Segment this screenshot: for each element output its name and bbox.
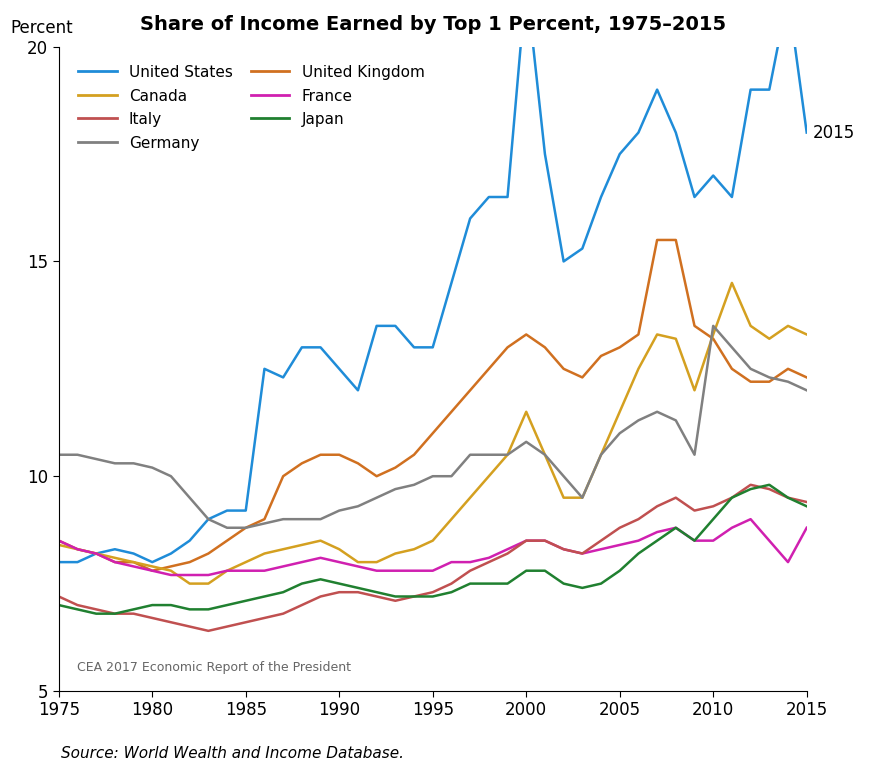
Legend: United States, Canada, Italy, Germany, United Kingdom, France, Japan: United States, Canada, Italy, Germany, U… xyxy=(74,60,429,155)
Title: Share of Income Earned by Top 1 Percent, 1975–2015: Share of Income Earned by Top 1 Percent,… xyxy=(140,15,726,34)
Text: 2015: 2015 xyxy=(813,124,854,142)
Text: Percent: Percent xyxy=(10,19,73,37)
Text: Source: World Wealth and Income Database.: Source: World Wealth and Income Database… xyxy=(61,746,404,761)
Text: CEA 2017 Economic Report of the President: CEA 2017 Economic Report of the Presiden… xyxy=(77,661,351,674)
